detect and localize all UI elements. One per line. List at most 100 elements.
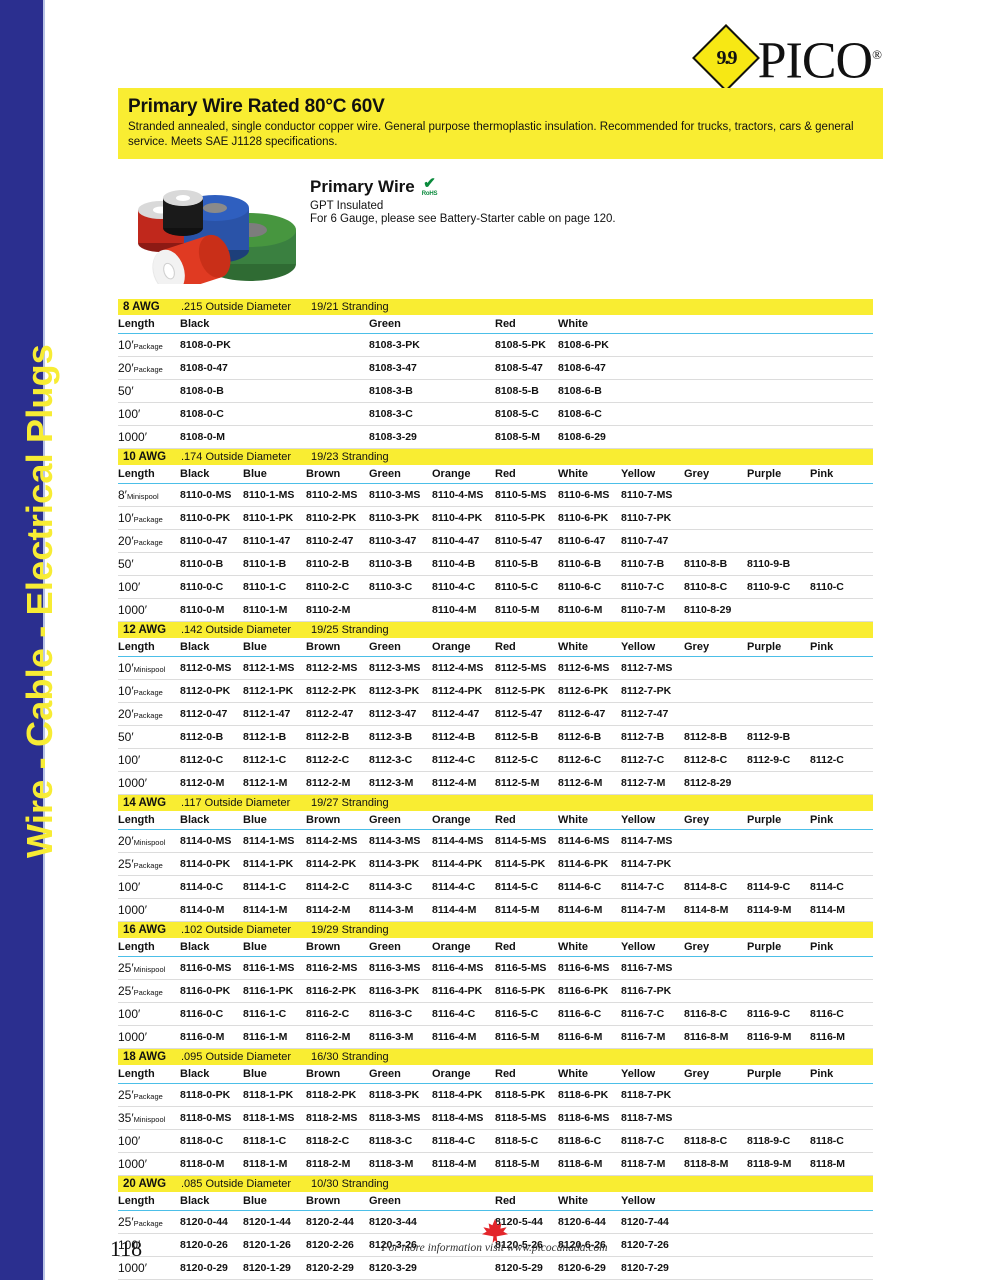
- row-length-packaging: Minispool: [133, 965, 166, 974]
- part-number-cell: 8114-0-C: [180, 875, 243, 899]
- part-number-cell: 8112-4-M: [432, 771, 495, 795]
- column-header: White: [558, 1065, 621, 1084]
- awg-band: 18 AWG .095 Outside Diameter 16/30 Strandi…: [118, 1049, 873, 1065]
- part-number-cell: 8108-0-C: [180, 402, 243, 426]
- part-number-cell: [369, 598, 432, 622]
- column-header: Orange: [432, 811, 495, 830]
- part-number-cell: [747, 1083, 810, 1107]
- part-number-cell: 8110-1-MS: [243, 483, 306, 507]
- part-number-cell: 8116-5-MS: [495, 956, 558, 980]
- awg-outside-diameter: .085 Outside Diameter: [181, 1178, 292, 1190]
- part-number-cell: 8110-5-C: [495, 575, 558, 599]
- part-number-cell: 8110-5-MS: [495, 483, 558, 507]
- column-header: Black: [180, 811, 243, 830]
- part-number-cell: 8120-1-44: [243, 1210, 306, 1234]
- table-header-row: Length Black Blue Brown Green Red White Yellow: [118, 1192, 873, 1211]
- part-number-cell: 8110-3-PK: [369, 506, 432, 530]
- part-number-cell: [810, 506, 873, 530]
- column-header: Red: [495, 1065, 558, 1084]
- part-number-cell: 8110-9-C: [747, 575, 810, 599]
- part-number-cell: 8118-5-C: [495, 1129, 558, 1153]
- column-header: [810, 315, 873, 334]
- part-number-cell: 8120-0-44: [180, 1210, 243, 1234]
- row-length-label: 100′: [118, 402, 180, 426]
- column-header: Red: [495, 811, 558, 830]
- part-number-cell: [684, 1083, 747, 1107]
- part-number-cell: 8114-6-M: [558, 898, 621, 922]
- part-number-cell: 8110-6-M: [558, 598, 621, 622]
- column-header: Grey: [684, 811, 747, 830]
- column-header: Length: [118, 938, 180, 957]
- part-number-cell: 8116-0-M: [180, 1025, 243, 1049]
- part-number-cell: [810, 379, 873, 403]
- part-number-cell: 8108-6-C: [558, 402, 621, 426]
- part-number-cell: 8120-0-29: [180, 1256, 243, 1280]
- column-header: Brown: [306, 1065, 369, 1084]
- part-number-cell: 8112-7-PK: [621, 679, 684, 703]
- column-header: Pink: [810, 638, 873, 657]
- awg-outside-diameter: .117 Outside Diameter: [181, 797, 291, 809]
- part-number-cell: 8114-8-M: [684, 898, 747, 922]
- part-number-cell: [306, 402, 369, 426]
- row-length-value: 100′: [118, 580, 141, 594]
- part-number-cell: [810, 771, 873, 795]
- part-number-cell: [684, 956, 747, 980]
- part-number-cell: 8110-1-PK: [243, 506, 306, 530]
- part-number-cell: [810, 552, 873, 576]
- part-number-cell: [684, 979, 747, 1003]
- row-length-value: 20′: [118, 361, 134, 375]
- part-number-cell: 8118-1-M: [243, 1152, 306, 1176]
- column-header: [432, 1192, 495, 1211]
- column-header: White: [558, 1192, 621, 1211]
- column-header: Yellow: [621, 1192, 684, 1211]
- part-number-cell: 8120-1-26: [243, 1233, 306, 1257]
- part-number-cell: 8118-1-MS: [243, 1106, 306, 1130]
- awg-part-number-table: Length Black Blue Brown Green Red White Yellow 2…: [118, 1192, 873, 1280]
- part-number-cell: 8116-2-MS: [306, 956, 369, 980]
- part-number-cell: 8110-6-C: [558, 575, 621, 599]
- row-length-label: 25′Package: [118, 979, 180, 1003]
- section-tab-sidebar: Wire - Cable - Electrical Plugs: [0, 0, 60, 1280]
- part-number-cell: 8110-6-47: [558, 529, 621, 553]
- part-number-cell: [684, 506, 747, 530]
- row-length-value: 10′: [118, 661, 134, 675]
- column-header: Orange: [432, 465, 495, 484]
- part-number-cell: [747, 598, 810, 622]
- part-number-cell: [684, 356, 747, 380]
- part-number-cell: 8108-5-PK: [495, 333, 558, 357]
- part-number-cell: 8114-4-MS: [432, 829, 495, 853]
- awg-block: 14 AWG .117 Outside Diameter 19/27 Strandi…: [118, 795, 873, 922]
- table-row: 35′Minispool 8118-0-MS 8118-1-MS 8118-2-MS 8…: [118, 1106, 873, 1130]
- table-row: 100′ 8120-0-26 8120-1-26 8120-2-26 8120-3-26…: [118, 1233, 873, 1257]
- part-number-cell: 8112-6-C: [558, 748, 621, 772]
- page-description: Stranded annealed, single conductor copp…: [128, 121, 854, 148]
- sidebar-rule: [43, 0, 45, 1280]
- part-number-cell: 8110-4-PK: [432, 506, 495, 530]
- part-number-cell: [432, 1256, 495, 1280]
- row-length-value: 10′: [118, 338, 134, 352]
- awg-size-label: 16 AWG: [123, 924, 167, 936]
- column-header: [306, 315, 369, 334]
- part-number-cell: 8108-5-C: [495, 402, 558, 426]
- row-length-label: 100′: [118, 748, 180, 772]
- part-number-cell: 8114-0-PK: [180, 852, 243, 876]
- row-length-packaging: Minispool: [133, 665, 166, 674]
- part-number-cell: 8114-6-C: [558, 875, 621, 899]
- part-number-cell: [810, 956, 873, 980]
- product-subtitle: GPT Insulated: [310, 200, 384, 212]
- part-number-cell: 8108-6-47: [558, 356, 621, 380]
- column-header: Brown: [306, 465, 369, 484]
- table-row: 100′ 8112-0-C 8112-1-C 8112-2-C 8112-3-C 8112…: [118, 748, 873, 772]
- awg-stranding: 19/29 Stranding: [311, 924, 389, 936]
- part-number-cell: [684, 679, 747, 703]
- part-number-cell: 8116-6-MS: [558, 956, 621, 980]
- part-number-cell: 8120-0-26: [180, 1233, 243, 1257]
- part-number-cell: 8118-4-MS: [432, 1106, 495, 1130]
- column-header: White: [558, 938, 621, 957]
- part-number-cell: 8118-2-C: [306, 1129, 369, 1153]
- row-length-value: 25′: [118, 1088, 134, 1102]
- part-number-cell: 8114-7-M: [621, 898, 684, 922]
- part-number-cell: [810, 679, 873, 703]
- row-length-label: 10′Package: [118, 506, 180, 530]
- row-length-packaging: Package: [133, 365, 163, 374]
